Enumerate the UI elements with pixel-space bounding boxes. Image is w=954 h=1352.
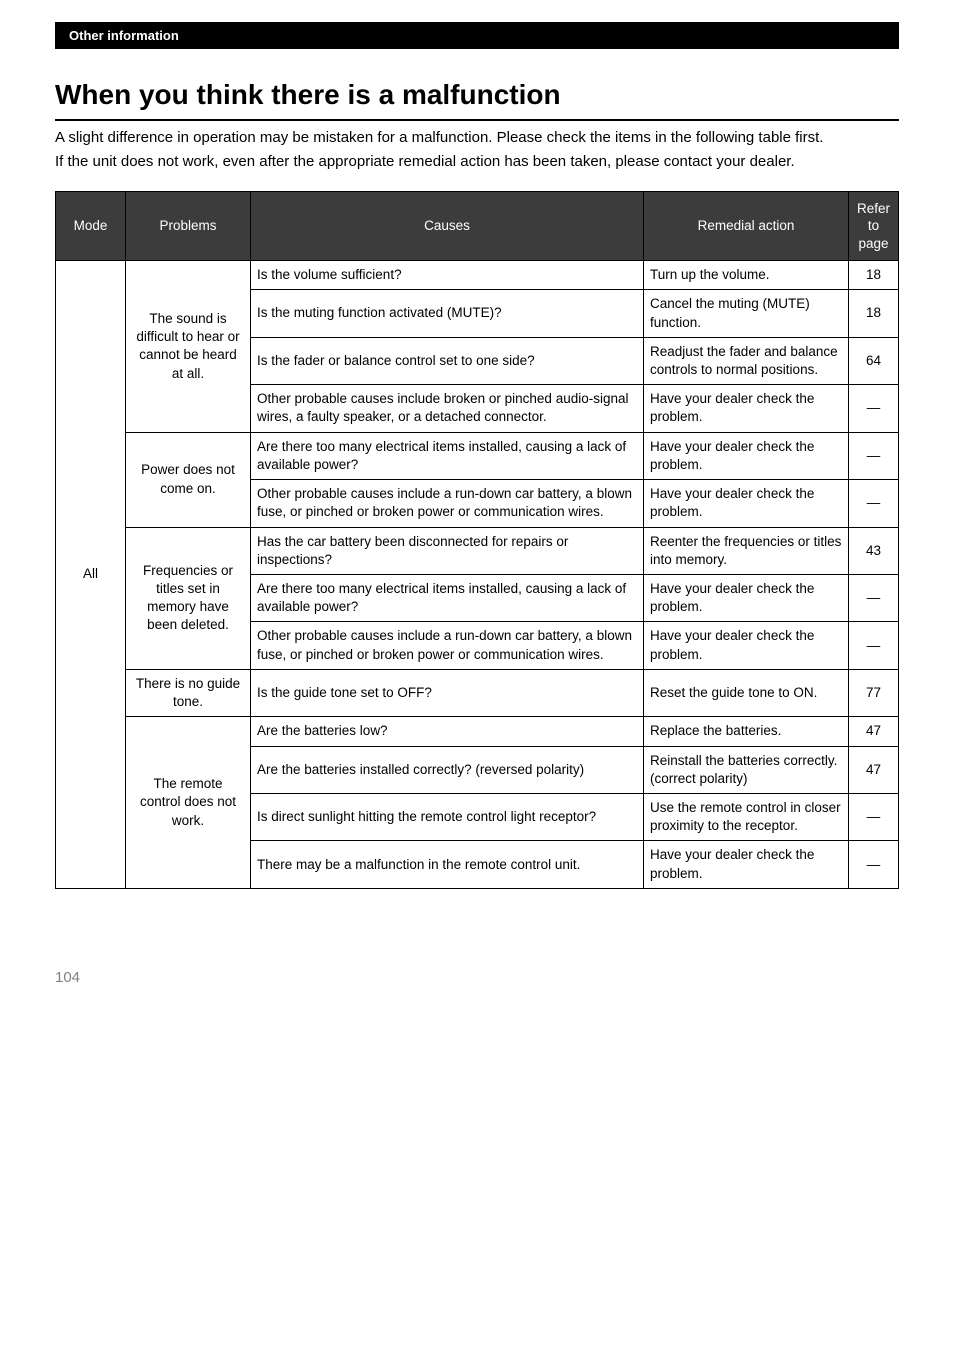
cell-problem: The remote control does not work.	[126, 717, 251, 889]
cell-cause: Is the volume sufficient?	[251, 261, 644, 290]
col-header-causes: Causes	[251, 191, 644, 261]
intro-paragraph-2: If the unit does not work, even after th…	[55, 151, 899, 173]
cell-cause: Is the muting function activated (MUTE)?	[251, 290, 644, 337]
cell-remedy: Have your dealer check the problem.	[644, 385, 849, 432]
cell-page: —	[849, 793, 899, 840]
cell-remedy: Reinstall the batteries correctly. (corr…	[644, 746, 849, 793]
cell-problem: Power does not come on.	[126, 432, 251, 527]
table-row: All The sound is difficult to hear or ca…	[56, 261, 899, 290]
cell-page: 47	[849, 746, 899, 793]
section-header-bar: Other information	[55, 22, 899, 49]
cell-cause: There may be a malfunction in the remote…	[251, 841, 644, 888]
cell-remedy: Have your dealer check the problem.	[644, 574, 849, 621]
cell-cause: Are there too many electrical items inst…	[251, 574, 644, 621]
troubleshooting-table: Mode Problems Causes Remedial action Ref…	[55, 191, 899, 889]
cell-cause: Are the batteries low?	[251, 717, 644, 746]
table-header-row: Mode Problems Causes Remedial action Ref…	[56, 191, 899, 261]
cell-problem: Frequencies or titles set in memory have…	[126, 527, 251, 669]
cell-remedy: Turn up the volume.	[644, 261, 849, 290]
cell-cause: Other probable causes include a run-down…	[251, 480, 644, 527]
cell-page: —	[849, 622, 899, 669]
cell-cause: Is the guide tone set to OFF?	[251, 669, 644, 716]
cell-page: —	[849, 432, 899, 479]
cell-page: —	[849, 574, 899, 621]
cell-remedy: Readjust the fader and balance controls …	[644, 337, 849, 384]
cell-cause: Is direct sunlight hitting the remote co…	[251, 793, 644, 840]
cell-page: 43	[849, 527, 899, 574]
table-row: There is no guide tone. Is the guide ton…	[56, 669, 899, 716]
page-container: Other information When you think there i…	[0, 22, 954, 1026]
cell-page: —	[849, 385, 899, 432]
cell-remedy: Have your dealer check the problem.	[644, 841, 849, 888]
cell-page: 64	[849, 337, 899, 384]
cell-remedy: Reenter the frequencies or titles into m…	[644, 527, 849, 574]
cell-mode: All	[56, 261, 126, 889]
cell-remedy: Use the remote control in closer proximi…	[644, 793, 849, 840]
cell-cause: Other probable causes include a run-down…	[251, 622, 644, 669]
cell-remedy: Have your dealer check the problem.	[644, 622, 849, 669]
cell-problem: There is no guide tone.	[126, 669, 251, 716]
table-row: Frequencies or titles set in memory have…	[56, 527, 899, 574]
table-row: Power does not come on. Are there too ma…	[56, 432, 899, 479]
cell-remedy: Reset the guide tone to ON.	[644, 669, 849, 716]
cell-cause: Other probable causes include broken or …	[251, 385, 644, 432]
col-header-remedial: Remedial action	[644, 191, 849, 261]
cell-page: —	[849, 841, 899, 888]
cell-problem: The sound is difficult to hear or cannot…	[126, 261, 251, 433]
cell-cause: Are there too many electrical items inst…	[251, 432, 644, 479]
cell-page: 77	[849, 669, 899, 716]
cell-page: —	[849, 480, 899, 527]
cell-remedy: Have your dealer check the problem.	[644, 432, 849, 479]
cell-cause: Are the batteries installed correctly? (…	[251, 746, 644, 793]
cell-page: 18	[849, 261, 899, 290]
col-header-page: Refer to page	[849, 191, 899, 261]
cell-remedy: Cancel the muting (MUTE) function.	[644, 290, 849, 337]
col-header-mode: Mode	[56, 191, 126, 261]
section-header-label: Other information	[69, 28, 179, 43]
col-header-problems: Problems	[126, 191, 251, 261]
intro-text: A slight difference in operation may be …	[55, 127, 899, 173]
cell-remedy: Replace the batteries.	[644, 717, 849, 746]
cell-cause: Is the fader or balance control set to o…	[251, 337, 644, 384]
table-row: The remote control does not work. Are th…	[56, 717, 899, 746]
cell-page: 18	[849, 290, 899, 337]
cell-remedy: Have your dealer check the problem.	[644, 480, 849, 527]
page-number: 104	[55, 969, 899, 986]
cell-cause: Has the car battery been disconnected fo…	[251, 527, 644, 574]
cell-page: 47	[849, 717, 899, 746]
page-title: When you think there is a malfunction	[55, 79, 899, 121]
intro-paragraph-1: A slight difference in operation may be …	[55, 127, 899, 149]
